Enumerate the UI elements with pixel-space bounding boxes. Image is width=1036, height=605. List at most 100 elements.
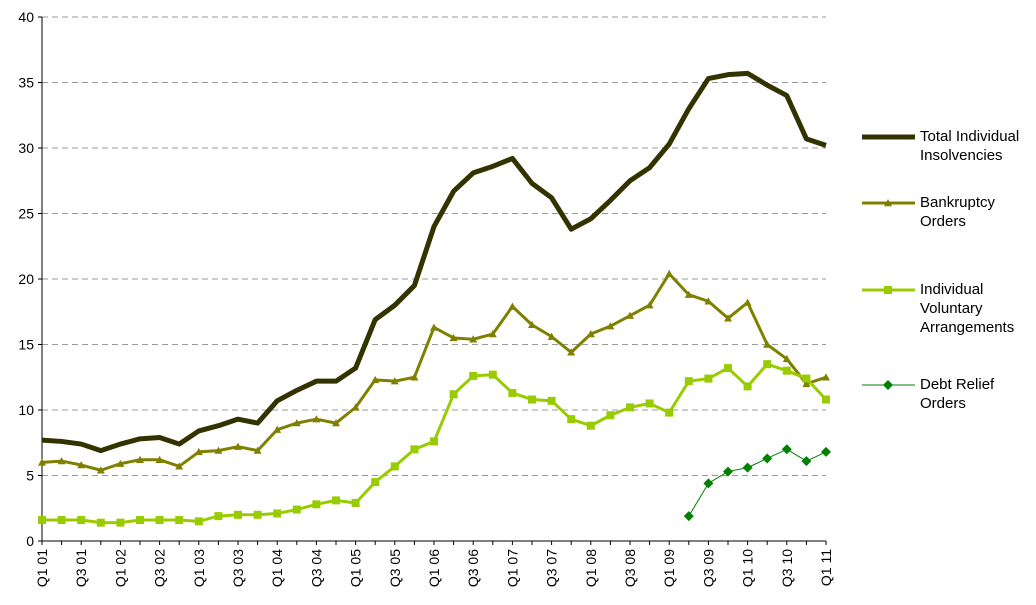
marker <box>724 314 732 322</box>
marker <box>449 333 458 342</box>
marker <box>782 354 791 363</box>
marker <box>884 199 892 207</box>
marker <box>430 437 438 446</box>
marker <box>77 461 86 469</box>
x-tick-label: Q3 04 <box>308 549 324 587</box>
marker <box>684 290 693 298</box>
x-tick-label: Q3 07 <box>544 549 560 587</box>
y-tick-label: 15 <box>18 337 34 353</box>
marker <box>332 419 340 427</box>
y-tick-label: 35 <box>18 75 34 91</box>
x-tick-label: Q1 10 <box>740 549 756 587</box>
marker <box>253 446 262 454</box>
marker <box>626 311 634 319</box>
marker <box>547 396 556 405</box>
marker <box>96 466 105 474</box>
marker <box>234 442 242 450</box>
x-tick-label: Q1 11 <box>818 549 834 586</box>
legend-label: Debt Relief Orders <box>920 376 995 412</box>
marker <box>606 322 615 330</box>
marker <box>214 446 223 454</box>
marker <box>645 399 654 408</box>
marker <box>724 364 732 373</box>
marker <box>683 511 694 522</box>
marker <box>469 371 478 380</box>
series-line <box>688 448 827 517</box>
marker <box>883 380 893 390</box>
y-tick-label: 20 <box>18 271 34 287</box>
marker <box>312 415 321 423</box>
marker <box>763 360 772 369</box>
marker <box>351 499 360 508</box>
legend-label: Total Individual Insolvencies <box>920 128 1020 164</box>
marker <box>273 509 282 518</box>
series-line <box>41 70 827 454</box>
marker <box>508 388 517 397</box>
marker <box>38 516 46 525</box>
marker <box>821 446 831 457</box>
marker <box>371 478 380 487</box>
marker <box>884 286 892 294</box>
marker <box>292 505 301 514</box>
marker <box>38 458 46 466</box>
marker <box>528 395 536 404</box>
marker <box>410 373 419 381</box>
marker <box>194 447 203 456</box>
marker <box>802 374 811 383</box>
x-tick-label: Q1 09 <box>661 549 677 587</box>
marker <box>234 510 242 519</box>
marker <box>567 415 576 424</box>
x-tick-label: Q1 03 <box>191 549 207 587</box>
marker <box>743 382 752 391</box>
marker <box>136 516 144 525</box>
marker <box>645 301 654 309</box>
x-tick-label: Q1 06 <box>426 549 442 587</box>
marker <box>449 390 458 399</box>
y-tick-label: 25 <box>18 206 34 222</box>
y-tick-label: 0 <box>26 533 34 549</box>
marker <box>704 374 713 383</box>
marker <box>116 459 125 467</box>
marker <box>390 377 399 385</box>
marker <box>253 510 262 519</box>
marker <box>194 517 203 526</box>
marker <box>822 395 830 404</box>
marker <box>488 330 497 338</box>
y-tick-label: 30 <box>18 140 34 156</box>
x-tick-label: Q3 09 <box>700 549 716 587</box>
y-tick-label: 5 <box>26 468 34 484</box>
marker <box>723 466 733 477</box>
marker <box>508 302 517 310</box>
marker <box>312 500 321 509</box>
x-tick-label: Q1 04 <box>269 549 285 587</box>
y-tick-label: 10 <box>18 402 34 418</box>
marker <box>743 298 752 306</box>
marker <box>782 366 791 375</box>
marker <box>606 411 615 420</box>
marker <box>57 457 66 465</box>
marker <box>586 421 595 430</box>
marker <box>762 453 773 464</box>
marker <box>155 455 164 463</box>
x-tick-label: Q1 02 <box>112 549 128 587</box>
marker <box>665 269 674 277</box>
marker <box>763 340 772 348</box>
marker <box>332 496 340 505</box>
marker <box>586 330 595 338</box>
marker <box>567 348 576 356</box>
marker <box>684 377 693 386</box>
x-tick-label: Q3 03 <box>230 549 246 587</box>
marker <box>96 518 105 527</box>
marker <box>488 370 497 379</box>
marker <box>410 445 419 454</box>
x-tick-label: Q3 05 <box>387 549 403 587</box>
x-tick-label: Q1 08 <box>583 549 599 587</box>
marker <box>351 403 360 411</box>
marker <box>175 516 184 525</box>
x-tick-label: Q3 02 <box>152 549 168 587</box>
marker <box>547 332 556 340</box>
marker <box>390 462 399 471</box>
marker <box>802 379 811 387</box>
legend-label: Bankruptcy Orders <box>920 194 996 230</box>
